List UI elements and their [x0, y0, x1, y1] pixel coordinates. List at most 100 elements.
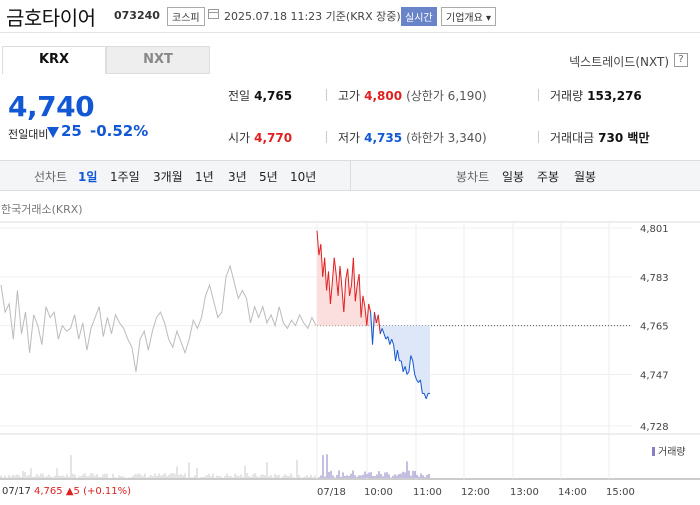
- y-tick-label: 4,801: [640, 224, 669, 235]
- period-3y[interactable]: 3년: [228, 170, 247, 184]
- x-tick-label: 11:00: [413, 487, 442, 498]
- today-line-segment: [354, 284, 358, 302]
- today-line-segment: [364, 306, 368, 326]
- today-line-segment: [329, 282, 333, 304]
- x-tick-label: 07/18: [317, 487, 346, 498]
- stat-value: 4,735: [364, 131, 403, 145]
- today-line-segment: [391, 339, 395, 345]
- stat-label: 시가: [228, 131, 251, 145]
- chart-source: 한국거래소(KRX): [1, 203, 83, 216]
- tab-krx[interactable]: KRX: [2, 46, 106, 74]
- candle-monthly[interactable]: 월봉: [574, 170, 597, 184]
- today-line-segment: [350, 257, 354, 285]
- today-line-segment: [320, 244, 324, 277]
- divider: [326, 89, 327, 101]
- tab-nxt[interactable]: NXT: [106, 46, 210, 74]
- calendar-icon: [208, 9, 219, 19]
- stock-header: 금호타이어 073240 코스피 2025.07.18 11:23 기준(KRX…: [0, 0, 700, 33]
- today-line-segment: [343, 279, 347, 313]
- candle-weekly[interactable]: 주봉: [537, 170, 560, 184]
- today-line-segment: [395, 349, 398, 361]
- divider: [538, 131, 539, 143]
- volume-legend-swatch: [652, 447, 655, 456]
- prev-day-change: ▲5 (+0.11%): [65, 486, 132, 497]
- today-line-segment: [352, 257, 356, 302]
- today-line-segment: [402, 366, 406, 372]
- stat-value: 4,765: [254, 89, 293, 103]
- prev-day-close: 4,765: [34, 486, 63, 497]
- stat-trade-value: 거래대금 730 백만: [550, 129, 649, 146]
- today-line-segment: [341, 287, 345, 313]
- stat-value: 153,276: [587, 89, 642, 103]
- today-line-segment: [362, 295, 366, 307]
- change-value: 25: [61, 122, 82, 140]
- period-3m[interactable]: 3개월: [153, 170, 183, 184]
- y-tick-label: 4,783: [640, 273, 669, 284]
- market-badge: 코스피: [167, 7, 205, 26]
- realtime-badge[interactable]: 실시간: [401, 7, 437, 26]
- today-line-segment: [423, 393, 427, 400]
- candle-daily[interactable]: 일봉: [502, 170, 525, 184]
- change-percent: -0.52%: [90, 122, 149, 140]
- stat-label: 전일: [228, 89, 251, 103]
- volume-legend: 거래량: [652, 443, 686, 458]
- today-line-segment: [327, 271, 331, 304]
- down-triangle-icon: [47, 127, 59, 138]
- x-tick-label: 14:00: [558, 487, 587, 498]
- today-line-segment: [339, 265, 343, 288]
- x-tick-label: 15:00: [606, 487, 635, 498]
- today-line-segment: [316, 230, 320, 256]
- stat-low: 저가 4,735 (하한가 3,340): [338, 129, 487, 146]
- today-line-segment: [412, 360, 416, 375]
- stat-volume: 거래량 153,276: [550, 87, 642, 104]
- today-line-segment: [333, 257, 337, 275]
- period-1y[interactable]: 1년: [195, 170, 214, 184]
- y-tick-label: 4,728: [640, 422, 669, 433]
- stat-label: 고가: [338, 89, 361, 103]
- today-line-segment: [383, 333, 387, 340]
- today-line-segment: [406, 371, 410, 375]
- stat-label: 거래대금: [550, 131, 595, 145]
- prev-day-info: 07/17 4,765 ▲5 (+0.11%): [2, 486, 131, 497]
- period-bar: 선차트 1일 1주일 3개월 1년 3년 5년 10년 봉차트 일봉 주봉 월봉: [0, 160, 700, 191]
- today-line-segment: [347, 268, 351, 296]
- candle-chart-label: 봉차트: [456, 170, 490, 184]
- x-tick-label: 10:00: [364, 487, 393, 498]
- prev-day-date: 07/17: [2, 486, 31, 497]
- price-chart[interactable]: 4,801 4,783 4,765 4,747 4,728 07/18 10:00 11:00…: [0, 210, 700, 505]
- today-line-segment: [326, 271, 329, 291]
- divider: [350, 161, 351, 190]
- today-line-segment: [404, 366, 408, 375]
- today-line-segment: [414, 374, 418, 381]
- company-info-button[interactable]: 기업개요 ▾: [441, 7, 496, 26]
- today-line-segment: [360, 295, 364, 318]
- today-down-area: [317, 325, 430, 399]
- stat-value: 4,800: [364, 89, 403, 103]
- today-line-segment: [410, 355, 414, 362]
- today-line-segment: [381, 328, 385, 334]
- period-1w[interactable]: 1주일: [110, 170, 140, 184]
- today-line-segment: [377, 314, 381, 334]
- today-line-segment: [373, 311, 377, 324]
- stat-value: 4,770: [254, 131, 293, 145]
- period-5y[interactable]: 5년: [259, 170, 278, 184]
- current-price: 4,740: [8, 90, 95, 123]
- period-1d[interactable]: 1일: [78, 170, 98, 184]
- today-line-segment: [349, 284, 352, 296]
- today-line-segment: [368, 303, 372, 313]
- today-line-segment: [419, 379, 423, 394]
- today-line-segment: [387, 336, 391, 345]
- today-line-segment: [337, 265, 341, 296]
- nextrade-link[interactable]: 넥스트레이드(NXT) ?: [569, 53, 688, 70]
- today-line-segment: [370, 312, 374, 345]
- divider: [538, 89, 539, 101]
- today-up-area: [317, 230, 430, 326]
- divider: [326, 131, 327, 143]
- timestamp: 2025.07.18 11:23 기준(KRX 장중): [224, 10, 401, 23]
- period-10y[interactable]: 10년: [290, 170, 317, 184]
- today-line-segment: [324, 257, 328, 291]
- prev-day-line: [0, 264, 317, 372]
- today-line-segment: [358, 274, 362, 318]
- today-line-segment: [425, 393, 429, 400]
- help-icon[interactable]: ?: [674, 53, 688, 67]
